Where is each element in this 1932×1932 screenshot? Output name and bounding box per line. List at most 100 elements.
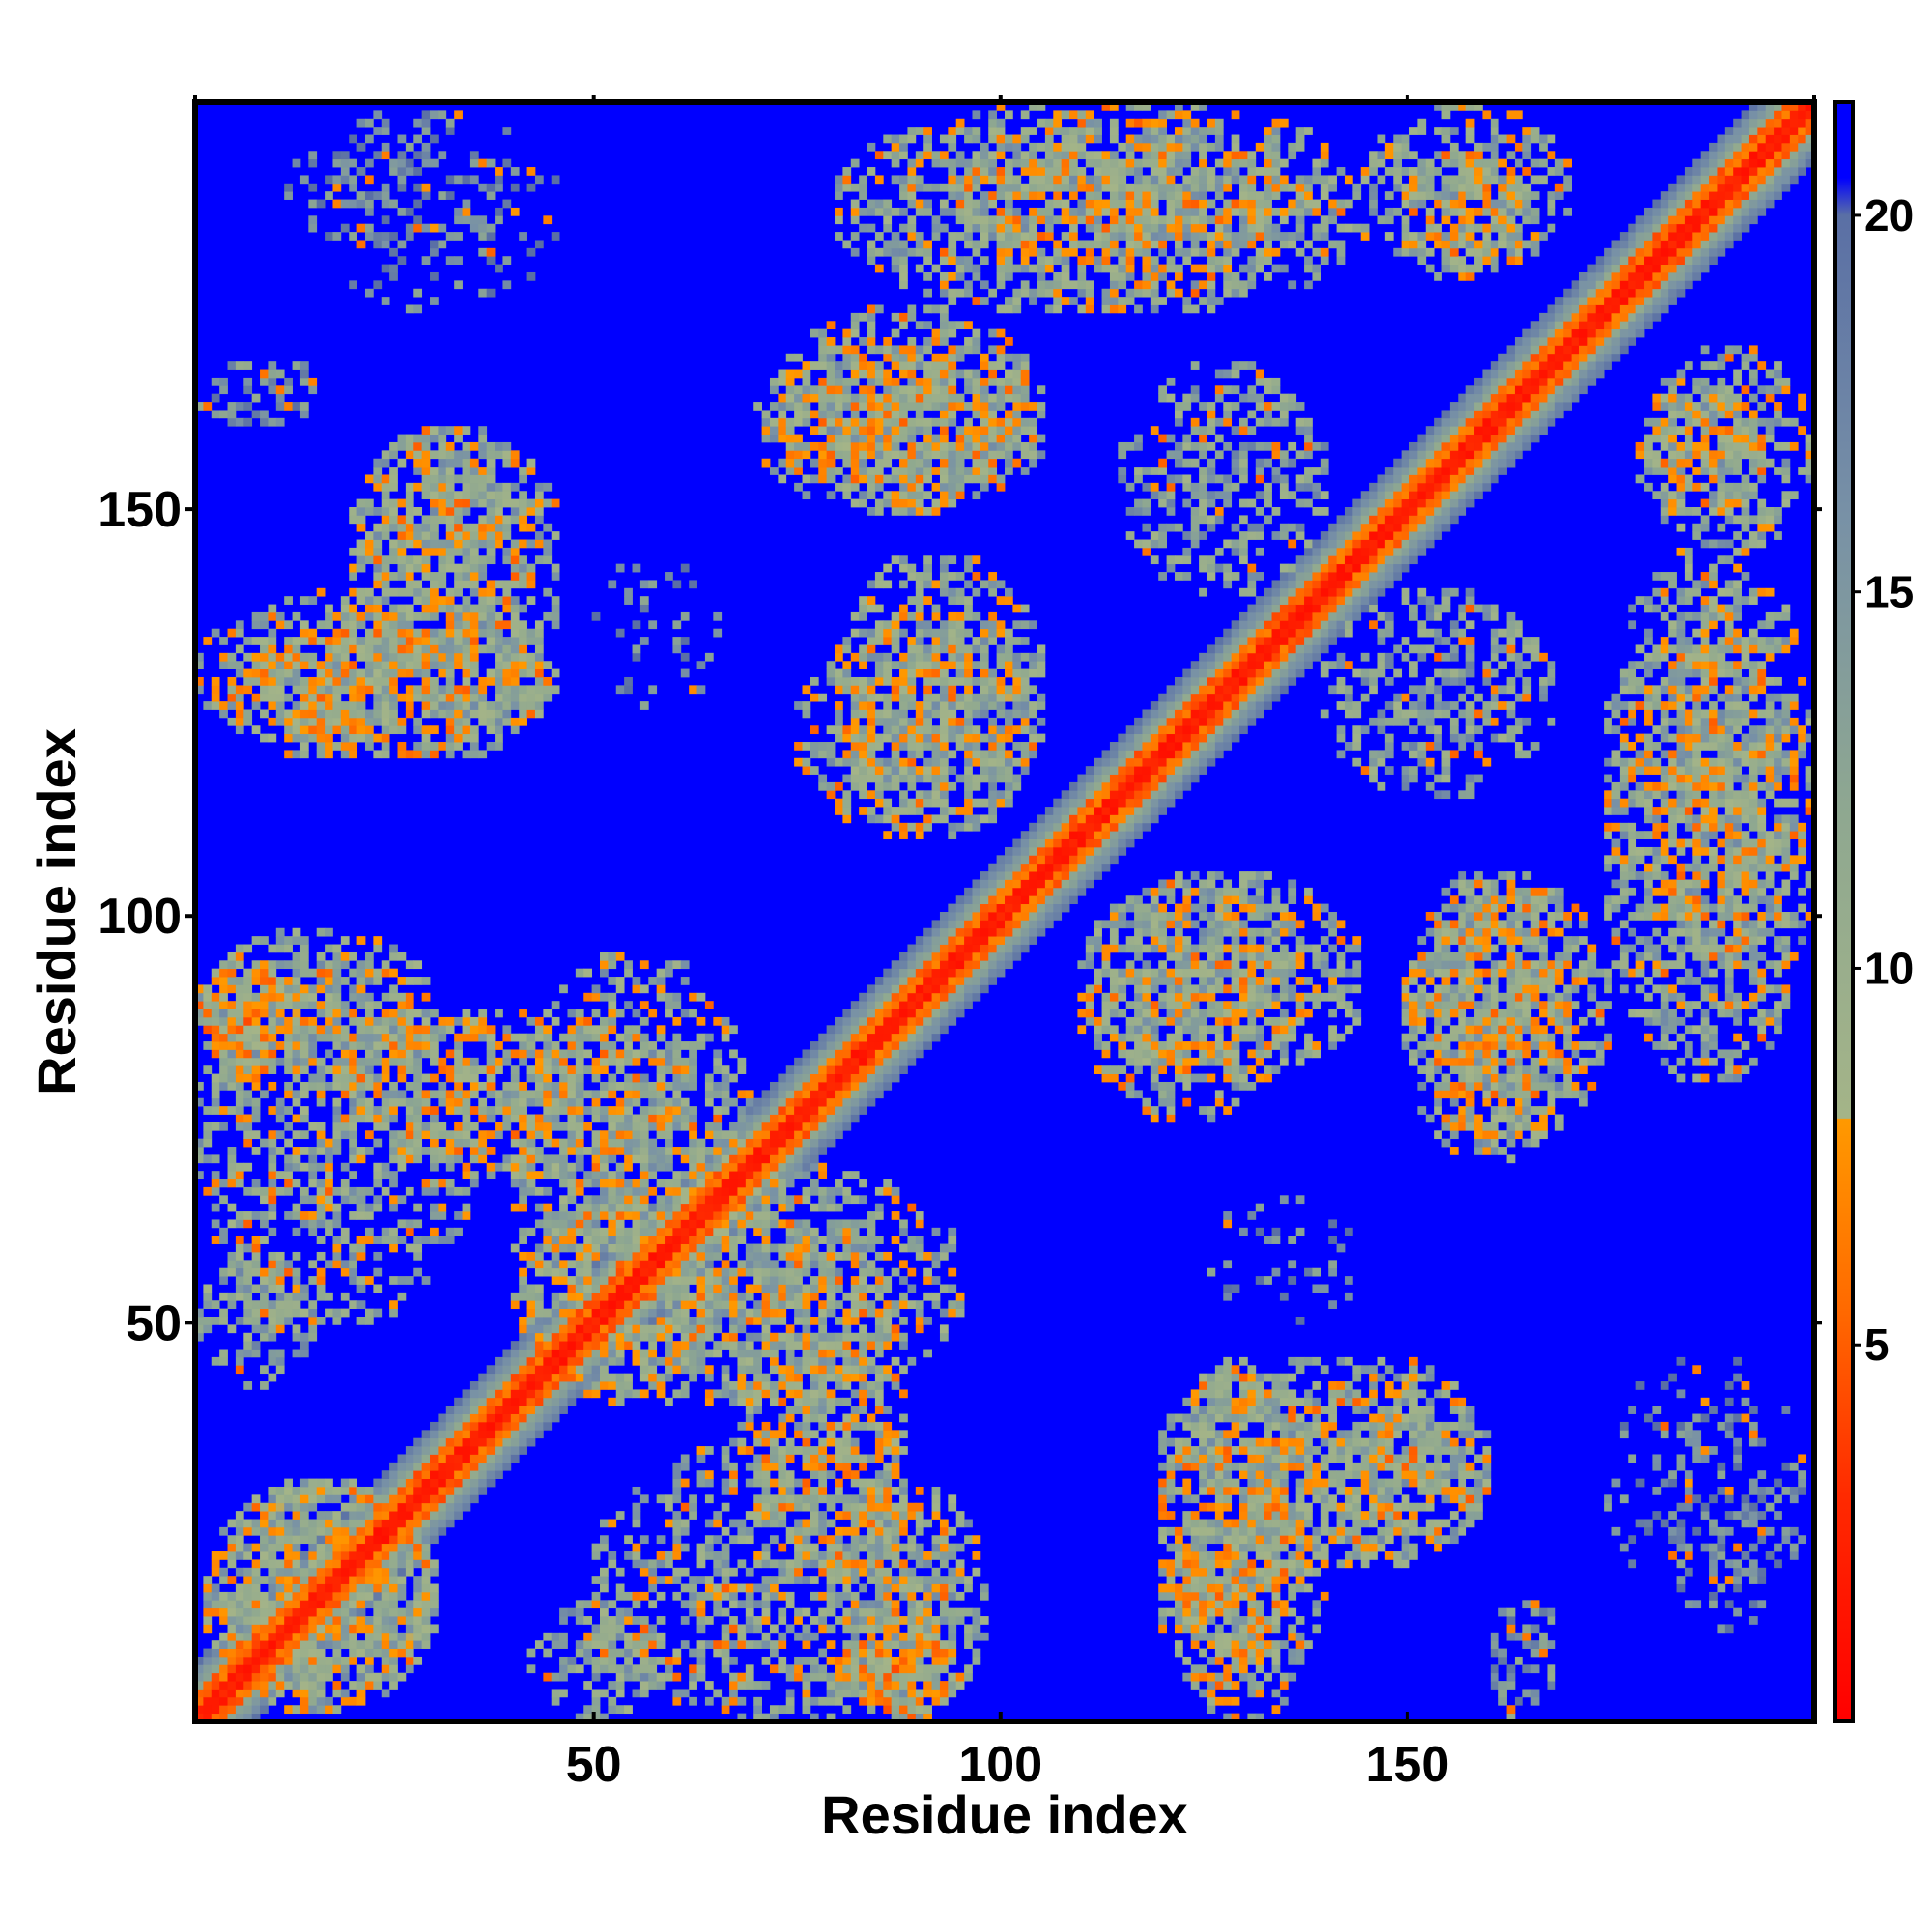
heatmap-cell (389, 1656, 398, 1665)
heatmap-cell (268, 685, 277, 695)
heatmap-cell (632, 1519, 641, 1528)
heatmap-cell (721, 1446, 730, 1455)
heatmap-cell (704, 1446, 714, 1455)
heatmap-cell (430, 1203, 439, 1212)
heatmap-cell (325, 992, 333, 1002)
heatmap-cell (495, 1130, 503, 1140)
heatmap-cell (624, 1057, 633, 1066)
heatmap-cell (600, 1090, 609, 1099)
heatmap-cell (624, 1607, 633, 1617)
heatmap-cell (227, 1600, 237, 1609)
heatmap-cell (469, 587, 479, 597)
heatmap-cell (445, 1430, 455, 1439)
heatmap-cell (519, 1147, 527, 1155)
heatmap-cell (445, 709, 455, 719)
heatmap-cell (373, 1106, 383, 1115)
heatmap-cell (639, 1616, 649, 1625)
heatmap-cell (284, 733, 293, 743)
heatmap-cell (526, 1138, 536, 1148)
heatmap-cell (729, 1219, 738, 1229)
heatmap-cell (469, 482, 479, 492)
heatmap-cell (445, 587, 455, 597)
heatmap-cell (478, 604, 488, 613)
heatmap-cell (195, 1016, 204, 1026)
heatmap-cell (405, 1122, 414, 1131)
heatmap-cell (268, 1324, 277, 1334)
heatmap-cell (608, 1551, 617, 1560)
heatmap-cell (624, 1081, 633, 1091)
heatmap-cell (551, 1162, 560, 1172)
heatmap-cell (753, 1317, 762, 1325)
heatmap-cell (292, 1559, 301, 1569)
heatmap-cell (413, 1219, 423, 1229)
heatmap-cell (672, 1041, 682, 1050)
heatmap-cell (526, 709, 536, 719)
heatmap-cell (672, 992, 682, 1002)
heatmap-cell (397, 1486, 407, 1495)
heatmap-cell (438, 1462, 447, 1471)
heatmap-cell (292, 1656, 301, 1665)
heatmap-cell (389, 1308, 398, 1318)
heatmap-cell (235, 709, 244, 719)
heatmap-cell (454, 1486, 463, 1495)
heatmap-cell (689, 1276, 697, 1285)
heatmap-cell (486, 555, 496, 565)
heatmap-cell (373, 1551, 383, 1560)
heatmap-cell (656, 1251, 666, 1261)
heatmap-cell (600, 1332, 609, 1342)
heatmap-cell (381, 750, 390, 759)
heatmap-cell (268, 1049, 277, 1059)
heatmap-cell (543, 1049, 553, 1059)
heatmap-cell (761, 1203, 771, 1212)
heatmap-cell (519, 701, 527, 710)
heatmap-cell (332, 1640, 342, 1649)
heatmap-cell (737, 1381, 747, 1390)
heatmap-cell (381, 1065, 390, 1074)
heatmap-cell (227, 661, 237, 669)
heatmap-cell (373, 644, 383, 654)
heatmap-cell (559, 1171, 568, 1179)
heatmap-cell (486, 1421, 496, 1431)
heatmap-cell (243, 709, 253, 719)
heatmap-cell (761, 1591, 771, 1601)
heatmap-cell (219, 1640, 228, 1649)
heatmap-cell (203, 1689, 213, 1698)
heatmap-cell (745, 1138, 754, 1148)
heatmap-cell (745, 1526, 754, 1536)
heatmap-cell (332, 1016, 342, 1026)
heatmap-cell (227, 685, 237, 695)
heatmap-cell (275, 1186, 285, 1196)
heatmap-cell (349, 1535, 357, 1545)
heatmap-cell (737, 1236, 747, 1244)
heatmap-cell (495, 1389, 503, 1399)
heatmap-cell (769, 1502, 779, 1512)
heatmap-cell (235, 1041, 244, 1050)
heatmap-cell (486, 1381, 496, 1390)
heatmap-cell (260, 377, 269, 386)
heatmap-cell (275, 1114, 285, 1123)
heatmap-cell (454, 1186, 463, 1196)
heatmap-cell (308, 1308, 318, 1318)
heatmap-cell (275, 661, 285, 669)
heatmap-cell (325, 1203, 333, 1212)
heatmap-cell (704, 1616, 714, 1625)
heatmap-cell (794, 1576, 803, 1584)
heatmap-cell (648, 1138, 658, 1148)
heatmap-cell (761, 1656, 771, 1665)
heatmap-cell (332, 1009, 342, 1018)
heatmap-cell (332, 1616, 342, 1625)
heatmap-cell (608, 1292, 617, 1301)
heatmap-cell (413, 742, 423, 751)
heatmap-cell (325, 944, 333, 953)
heatmap-cell (632, 1267, 641, 1277)
heatmap-cell (632, 652, 641, 662)
heatmap-cell (600, 960, 609, 970)
heatmap-cell (665, 1081, 673, 1091)
heatmap-cell (364, 742, 374, 751)
heatmap-cell (648, 1243, 658, 1253)
heatmap-cell (721, 1179, 730, 1188)
heatmap-cell (729, 1381, 738, 1390)
heatmap-cell (729, 1519, 738, 1528)
heatmap-cell (430, 1186, 439, 1196)
heatmap-cell (721, 1162, 730, 1172)
